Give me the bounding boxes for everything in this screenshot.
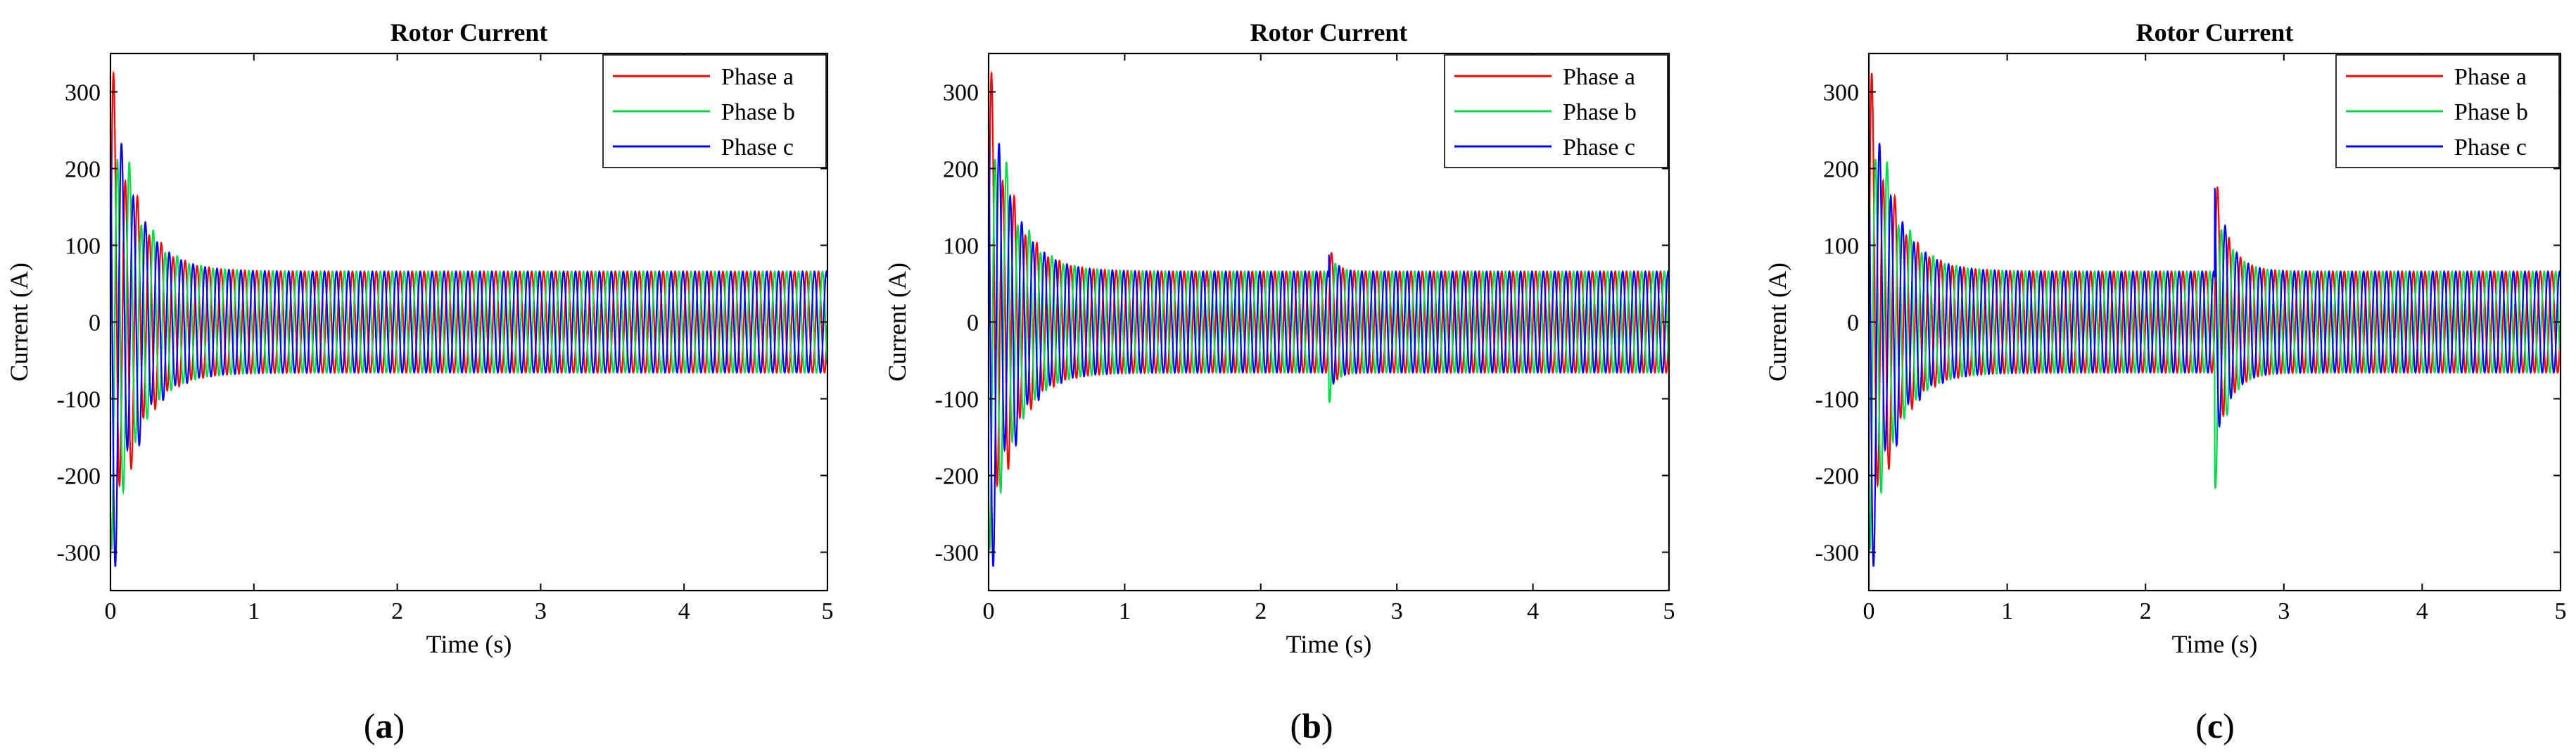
- y-tick-label: 200: [1823, 157, 1859, 183]
- chart-title: Rotor Current: [391, 18, 548, 46]
- x-tick-label: 2: [1255, 598, 1267, 624]
- x-tick-label: 1: [2001, 598, 2013, 624]
- y-tick-label: -300: [1815, 541, 1859, 567]
- y-tick-label: 300: [943, 80, 979, 106]
- y-tick-label: -200: [935, 464, 979, 490]
- y-tick-label: -200: [1815, 464, 1859, 490]
- y-tick-label: -100: [1815, 387, 1859, 413]
- legend-entry: Phase a: [2454, 64, 2527, 90]
- plot-area: [989, 70, 1669, 567]
- x-axis-label: Time (s): [426, 630, 512, 658]
- y-tick-label: 0: [967, 310, 979, 336]
- y-tick-label: 0: [1847, 310, 1859, 336]
- x-tick-label: 1: [1119, 598, 1131, 624]
- legend: Phase a Phase b Phase c: [2335, 54, 2560, 168]
- x-axis-label: Time (s): [2172, 630, 2258, 658]
- series-line-phase-c: [110, 131, 827, 567]
- series-line-phase-c: [1869, 131, 2561, 567]
- y-tick-label: -300: [57, 541, 101, 567]
- y-tick-label: 300: [65, 80, 101, 106]
- legend-entry: Phase c: [2454, 134, 2527, 160]
- chart-panel-a: 0 1 2 3 4 5 -300 -200 -100 0 100 200 300 Rotor Curren…: [5, 18, 834, 745]
- series-line-phase-c: [989, 131, 1669, 567]
- subfigure-caption: (b): [1290, 706, 1333, 745]
- series-line-phase-a: [1869, 73, 2561, 489]
- legend: Phase a Phase b Phase c: [602, 54, 827, 168]
- x-tick-label: 5: [822, 598, 834, 624]
- subfigure-caption: (c): [2195, 706, 2235, 745]
- y-tick-label: 100: [65, 234, 101, 260]
- series-line-phase-b: [110, 158, 827, 550]
- y-tick-label: -100: [57, 387, 101, 413]
- series-line-phase-b: [1869, 158, 2561, 550]
- x-tick-label: 0: [983, 598, 995, 624]
- legend-entry: Phase b: [2454, 99, 2528, 125]
- legend-entry: Phase c: [721, 134, 794, 160]
- y-tick-label: 300: [1823, 80, 1859, 106]
- y-tick-label: -300: [935, 541, 979, 567]
- chart-title: Rotor Current: [1250, 18, 1408, 46]
- y-tick-label: -200: [57, 464, 101, 490]
- chart-panel-c: 0 1 2 3 4 5 -300 -200 -100 0 100 200 300 Rotor Curren…: [1763, 18, 2567, 745]
- x-tick-label: 5: [1663, 598, 1675, 624]
- x-tick-label: 4: [678, 598, 690, 624]
- y-tick-label: 100: [943, 234, 979, 260]
- y-axis-label: Current (A): [883, 263, 911, 382]
- legend-entry: Phase c: [1563, 134, 1635, 160]
- legend-entry: Phase b: [721, 99, 795, 125]
- x-tick-label: 0: [1863, 598, 1875, 624]
- x-tick-label: 4: [1527, 598, 1539, 624]
- x-tick-label: 2: [391, 598, 403, 624]
- subfigure-caption: (a): [364, 706, 405, 745]
- x-axis-label: Time (s): [1286, 630, 1372, 658]
- x-tick-label: 5: [2555, 598, 2567, 624]
- legend-entry: Phase a: [721, 64, 794, 90]
- x-tick-label: 3: [535, 598, 547, 624]
- y-axis-label: Current (A): [5, 263, 33, 382]
- y-tick-label: 100: [1823, 234, 1859, 260]
- x-tick-label: 3: [1391, 598, 1403, 624]
- legend-entry: Phase a: [1563, 64, 1635, 90]
- y-tick-label: 0: [89, 310, 101, 336]
- x-tick-label: 2: [2140, 598, 2152, 624]
- x-tick-label: 1: [248, 598, 260, 624]
- x-tick-label: 3: [2278, 598, 2290, 624]
- y-tick-label: -100: [935, 387, 979, 413]
- y-tick-label: 200: [65, 157, 101, 183]
- x-tick-label: 4: [2416, 598, 2428, 624]
- x-tick-label: 0: [105, 598, 117, 624]
- plot-area: [1869, 73, 2561, 567]
- y-axis-label: Current (A): [1763, 263, 1791, 382]
- y-tick-label: 200: [943, 157, 979, 183]
- series-line-phase-a: [110, 70, 827, 488]
- series-line-phase-b: [989, 158, 1669, 550]
- legend-entry: Phase b: [1563, 99, 1637, 125]
- chart-title: Rotor Current: [2136, 18, 2294, 46]
- series-line-phase-a: [989, 70, 1669, 489]
- chart-panel-b: 0 1 2 3 4 5 -300 -200 -100 0 100 200 300 Rotor Curren…: [883, 18, 1675, 745]
- legend: Phase a Phase b Phase c: [1444, 54, 1668, 168]
- plot-area: [110, 70, 827, 567]
